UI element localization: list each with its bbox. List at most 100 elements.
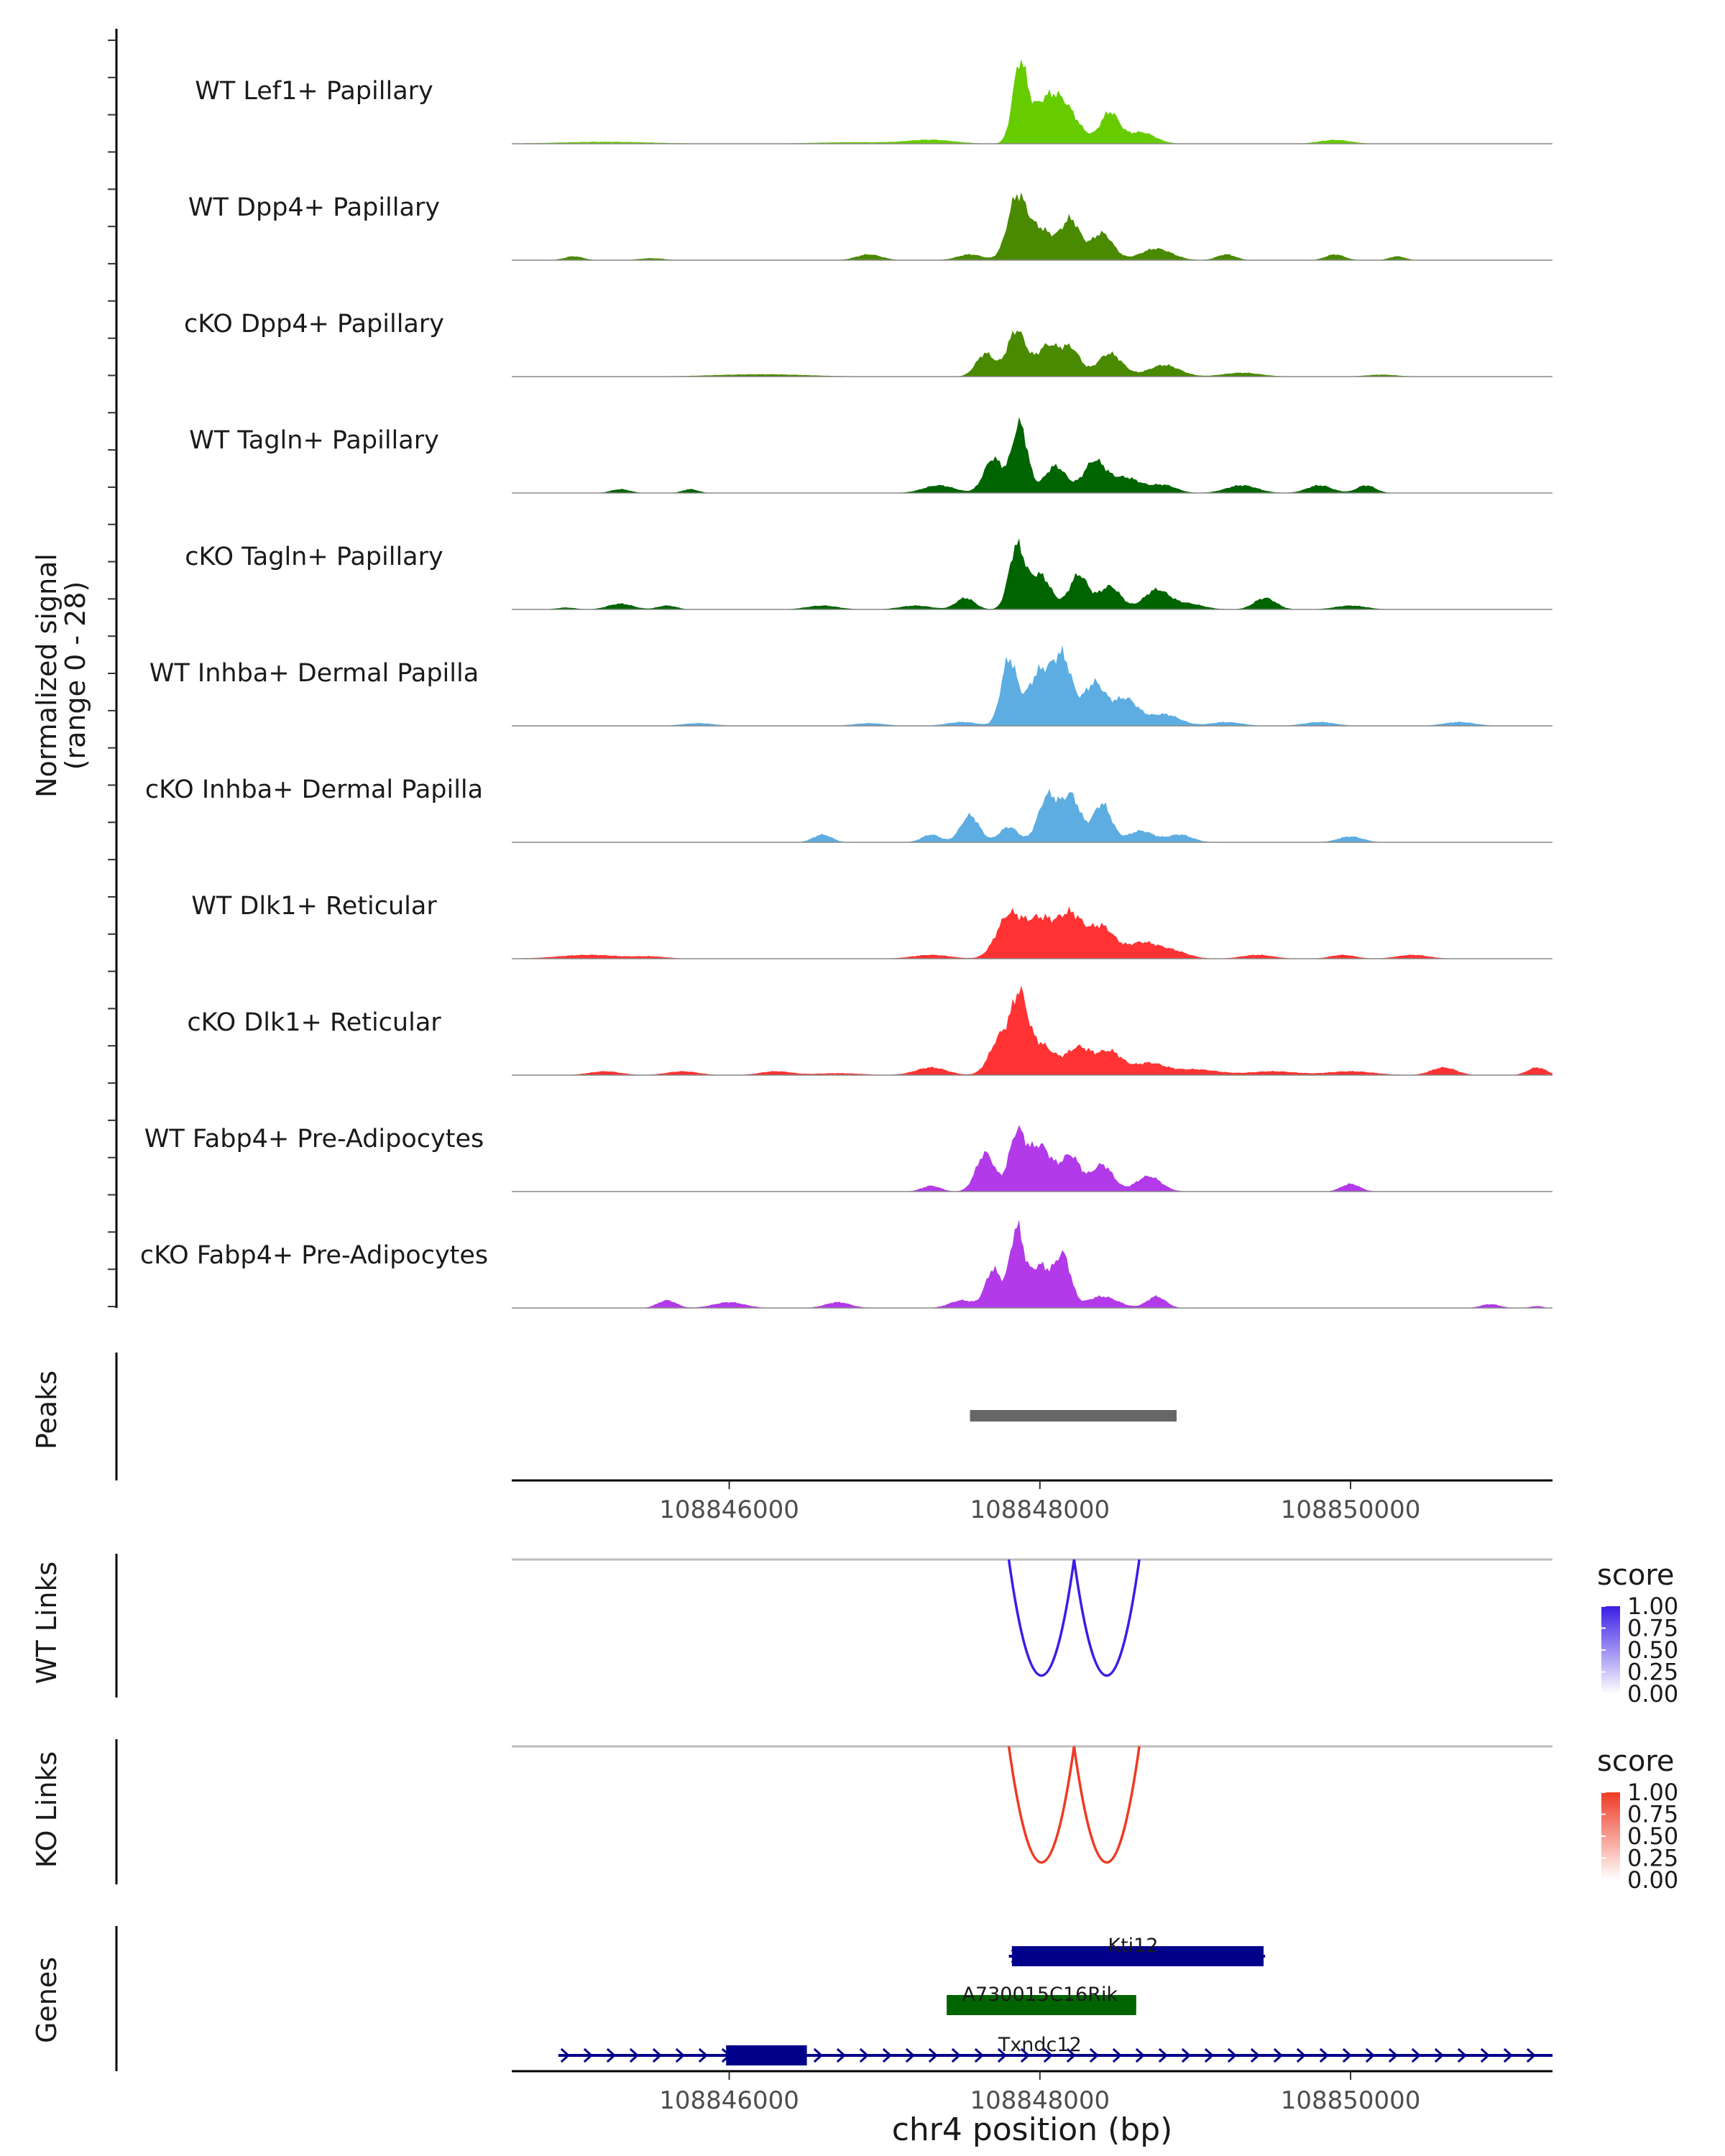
gene-strand-arrow (1503, 2047, 1514, 2063)
coverage-track: WT Dlk1+ Reticular (191, 892, 1552, 959)
gene-exon (1011, 1946, 1264, 1966)
coverage-area (512, 538, 1552, 609)
coverage-area (512, 192, 1552, 260)
link-arc (1007, 1746, 1076, 1864)
coverage-track: WT Lef1+ Papillary (195, 59, 1552, 144)
gene-strand-arrow (1296, 2047, 1307, 2063)
coverage-area (512, 417, 1552, 493)
coverage-area (512, 788, 1552, 842)
gene-strand-arrow (1365, 2047, 1376, 2063)
gene-strand-arrow (1411, 2047, 1422, 2063)
legend-tick-label: 1.00 (1627, 1593, 1678, 1620)
coverage-track-label: WT Tagln+ Papillary (189, 426, 439, 455)
x-axis-top-tick-label: 108846000 (659, 1496, 799, 1524)
links-panels: 1.000.750.500.250.001.000.750.500.250.00 (115, 1554, 1678, 1894)
x-axis-top-tick-label: 108848000 (970, 1496, 1110, 1524)
links-panel: 1.000.750.500.250.00 (115, 1554, 1678, 1708)
legend-tick-label: 0.50 (1627, 1636, 1678, 1664)
coverage-track: WT Tagln+ Papillary (189, 417, 1552, 494)
gene-strand-arrow (905, 2047, 916, 2063)
legend-tick-label: 1.00 (1627, 1779, 1678, 1806)
coverage-track: cKO Inhba+ Dermal Papilla (145, 775, 1552, 843)
coverage-track-label: WT Dlk1+ Reticular (191, 892, 437, 921)
gene: Kti12 (1008, 1935, 1266, 1966)
gene-exon (726, 2045, 807, 2065)
gene-strand-arrow (1089, 2047, 1100, 2063)
coverage-area (512, 1220, 1552, 1308)
coverage-track-label: WT Lef1+ Papillary (195, 77, 433, 106)
gene-strand-arrow (1342, 2047, 1353, 2063)
gene-strand-arrow (997, 2047, 1008, 2063)
coverage-track: WT Fabp4+ Pre-Adipocytes (144, 1125, 1552, 1192)
x-axis-title: chr4 position (bp) (892, 2111, 1173, 2148)
coverage-panel: WT Lef1+ Papillary WT Dpp4+ Papillary cKO … (108, 29, 1552, 1309)
link-arc (1007, 1559, 1076, 1677)
legend-tick-label: 0.75 (1627, 1615, 1678, 1642)
links-panel: 1.000.750.500.250.00 (115, 1739, 1678, 1894)
coverage-area (512, 59, 1552, 144)
coverage-area (512, 331, 1552, 377)
legend-tick-label: 0.25 (1627, 1659, 1678, 1686)
coverage-track-label: WT Inhba+ Dermal Papilla (150, 659, 479, 688)
coverage-area (512, 906, 1552, 959)
gene-strand-arrow (1250, 2047, 1261, 2063)
legend-tick-label: 0.50 (1627, 1823, 1678, 1850)
x-axis-bottom-tick-label: 108848000 (970, 2086, 1110, 2115)
ko-links-label: KO Links (31, 1751, 63, 1868)
gene: A730015C16Rik (947, 1984, 1136, 2015)
link-arc (1072, 1559, 1141, 1677)
legend-tick-label: 0.75 (1627, 1801, 1678, 1828)
x-axis-bottom-tick-label: 108850000 (1281, 2086, 1421, 2115)
coverage-ylabel-line2: (range 0 - 28) (60, 581, 91, 770)
gene-strand-arrow (1158, 2047, 1169, 2063)
gene-strand-arrow (974, 2047, 985, 2063)
gene-strand-arrow (1227, 2047, 1238, 2063)
gene-strand-arrow (606, 2047, 617, 2063)
coverage-area (512, 645, 1552, 726)
gene-strand-arrow (1204, 2047, 1215, 2063)
gene-strand-arrow (1480, 2047, 1491, 2063)
gene-label: A730015C16Rik (962, 1984, 1118, 2006)
coverage-track-label: cKO Dpp4+ Papillary (184, 310, 444, 338)
wt-links-label: WT Links (31, 1562, 63, 1684)
gene-label: Kti12 (1108, 1935, 1158, 1957)
legend-tick-label: 0.00 (1627, 1866, 1678, 1894)
coverage-track-label: WT Dpp4+ Papillary (188, 193, 440, 222)
gene-strand-arrow (1526, 2047, 1537, 2063)
gene-strand-arrow (629, 2047, 640, 2063)
wt-links-legend-title: score (1597, 1559, 1674, 1592)
legend-tick-label: 0.25 (1627, 1845, 1678, 1872)
gene-strand-arrow (1020, 2047, 1031, 2063)
coverage-track-label: cKO Tagln+ Papillary (185, 543, 443, 571)
gene-strand-arrow (813, 2047, 824, 2063)
coverage-track-label: cKO Inhba+ Dermal Papilla (145, 775, 483, 804)
x-axis-bottom: 108846000 108848000 108850000 (512, 2070, 1552, 2115)
x-axis-top-tick-label: 108850000 (1281, 1496, 1421, 1524)
legend-tick-label: 0.00 (1627, 1680, 1678, 1708)
coverage-track: cKO Dlk1+ Reticular (187, 985, 1552, 1076)
x-axis-bottom-tick-label: 108846000 (659, 2086, 799, 2115)
x-axis-top: 108846000 108848000 108850000 (512, 1479, 1552, 1524)
link-arc (1072, 1746, 1141, 1864)
gene-strand-arrow (1388, 2047, 1399, 2063)
peaks-panel (115, 1353, 1177, 1480)
gene-strand-arrow (698, 2047, 709, 2063)
gene-strand-arrow (1066, 2047, 1077, 2063)
peak-region (970, 1410, 1177, 1422)
coverage-track: cKO Tagln+ Papillary (185, 538, 1552, 610)
genes-panel: Kti12 A730015C16Rik Txndc12 (115, 1926, 1552, 2071)
coverage-track-label: cKO Dlk1+ Reticular (187, 1008, 441, 1037)
coverage-ylabel-line1: Normalized signal (31, 553, 63, 798)
gene-strand-arrow (560, 2047, 571, 2063)
peaks-track-label: Peaks (31, 1370, 63, 1450)
gene-strand-arrow (951, 2047, 962, 2063)
coverage-track: WT Dpp4+ Papillary (188, 192, 1552, 261)
gene-strand-arrow (583, 2047, 594, 2063)
coverage-track: cKO Fabp4+ Pre-Adipocytes (140, 1220, 1552, 1309)
gene-strand-arrow (1434, 2047, 1445, 2063)
gene-strand-arrow (675, 2047, 686, 2063)
gene: Txndc12 (558, 2034, 1552, 2065)
coverage-area (512, 1125, 1552, 1192)
gene-strand-arrow (652, 2047, 663, 2063)
